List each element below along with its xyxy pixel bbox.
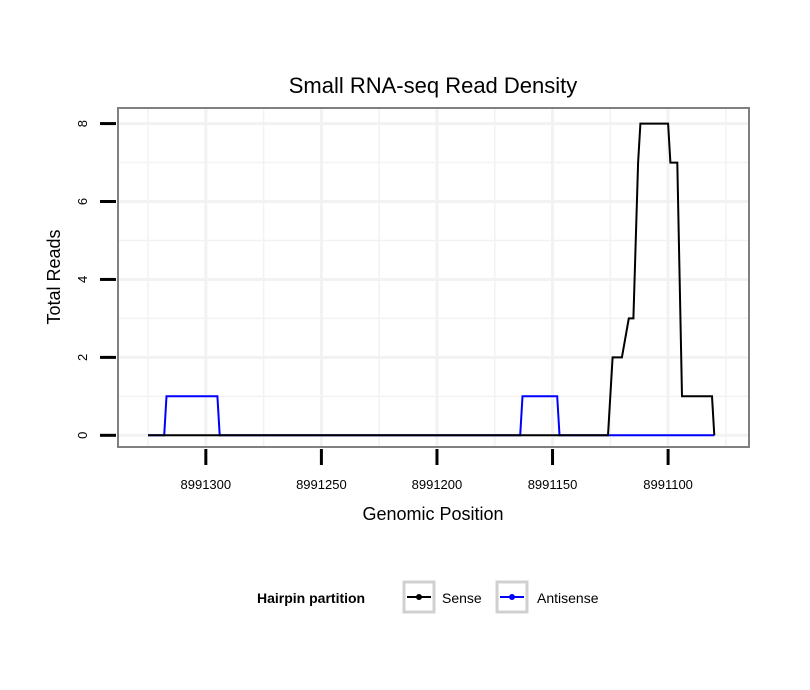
y-axis-title: Total Reads bbox=[44, 229, 64, 324]
chart-title: Small RNA-seq Read Density bbox=[289, 73, 578, 98]
y-axis: 0 2 4 6 8 bbox=[75, 120, 116, 439]
y-tick-label: 0 bbox=[75, 432, 90, 439]
x-axis-title: Genomic Position bbox=[362, 504, 503, 524]
series-lines bbox=[148, 122, 716, 437]
legend-label-antisense: Antisense bbox=[537, 590, 599, 606]
x-axis: 8991300 8991250 8991200 8991150 8991100 bbox=[181, 449, 693, 492]
plot-panel-border bbox=[117, 107, 750, 448]
x-tick-label: 8991100 bbox=[643, 477, 693, 492]
series-line-sense bbox=[148, 122, 716, 437]
y-tick-label: 8 bbox=[75, 120, 90, 127]
y-tick-label: 2 bbox=[75, 354, 90, 361]
legend-item-sense: Sense bbox=[402, 580, 482, 614]
legend-label-sense: Sense bbox=[442, 590, 482, 606]
x-tick-label: 8991200 bbox=[412, 477, 463, 492]
x-tick-label: 8991250 bbox=[296, 477, 347, 492]
series-line-antisense bbox=[148, 395, 715, 437]
y-tick-label: 4 bbox=[75, 276, 90, 283]
y-tick-label: 6 bbox=[75, 198, 90, 205]
legend: Hairpin partition Sense Antisense bbox=[257, 580, 599, 614]
x-tick-label: 8991150 bbox=[528, 477, 578, 492]
legend-title: Hairpin partition bbox=[257, 590, 365, 606]
legend-point-sense bbox=[416, 594, 422, 600]
x-tick-label: 8991300 bbox=[181, 477, 232, 492]
legend-item-antisense: Antisense bbox=[495, 580, 599, 614]
legend-point-antisense bbox=[509, 594, 515, 600]
